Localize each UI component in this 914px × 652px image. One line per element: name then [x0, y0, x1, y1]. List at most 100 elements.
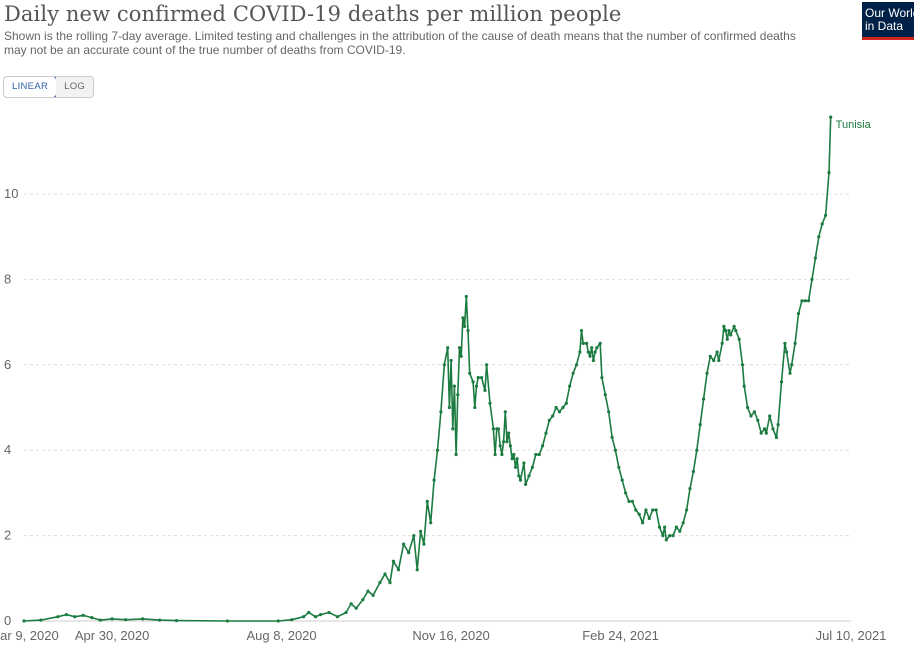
data-point: [471, 380, 475, 384]
data-point: [651, 508, 655, 512]
data-point: [742, 384, 746, 388]
data-point: [544, 431, 548, 435]
data-point: [764, 431, 768, 435]
data-point: [627, 499, 631, 503]
data-point: [361, 598, 365, 602]
series-label-tunisia[interactable]: Tunisia: [836, 119, 872, 131]
log-scale-button[interactable]: LOG: [56, 77, 94, 97]
x-tick-label: Nov 16, 2020: [412, 628, 489, 643]
data-point: [729, 333, 733, 337]
data-point: [820, 222, 824, 226]
data-point: [674, 525, 679, 529]
data-point: [783, 341, 787, 345]
data-point: [737, 337, 741, 341]
x-tick-label: Mar 9, 2020: [0, 628, 59, 643]
data-point: [557, 410, 562, 414]
data-point: [64, 613, 68, 617]
data-point: [124, 618, 128, 622]
data-point: [647, 516, 651, 521]
data-point: [429, 521, 433, 525]
data-point: [579, 329, 584, 333]
data-point: [439, 410, 443, 414]
data-point: [81, 613, 85, 618]
y-tick-label: 10: [4, 186, 18, 201]
data-point: [517, 474, 521, 478]
data-point: [518, 478, 523, 482]
data-point: [630, 499, 635, 503]
data-point: [530, 465, 535, 469]
data-point: [610, 435, 614, 439]
data-point: [366, 589, 370, 593]
y-tick-label: 2: [4, 528, 11, 543]
data-point: [524, 482, 528, 486]
data-point: [756, 418, 760, 422]
data-point: [644, 508, 648, 512]
data-point: [174, 619, 179, 623]
data-point: [688, 487, 692, 491]
data-point: [464, 294, 468, 299]
data-point: [500, 452, 504, 457]
data-point: [463, 324, 467, 328]
data-point: [508, 444, 512, 448]
x-tick-label: Aug 8, 2020: [247, 628, 317, 643]
data-point: [302, 615, 306, 619]
data-point: [225, 619, 229, 623]
data-point: [502, 440, 506, 444]
data-point: [537, 452, 541, 457]
data-point: [574, 363, 579, 367]
data-point: [459, 354, 463, 358]
data-point: [276, 619, 280, 623]
data-point: [290, 618, 294, 622]
data-point: [446, 346, 450, 350]
data-point: [678, 529, 682, 533]
data-point: [541, 444, 545, 448]
data-point: [668, 534, 672, 538]
data-point: [510, 457, 514, 461]
chart-subtitle: Shown is the rolling 7-day average. Limi…: [4, 29, 796, 57]
data-point: [442, 363, 446, 367]
logo-line-1: Our World: [865, 6, 914, 20]
data-point: [785, 350, 789, 354]
y-tick-label: 0: [4, 613, 11, 628]
data-point: [513, 465, 518, 469]
data-point: [586, 350, 590, 354]
data-point: [158, 618, 162, 622]
data-point: [110, 617, 114, 621]
data-point: [593, 350, 597, 354]
data-point: [515, 457, 519, 461]
data-point: [664, 538, 668, 542]
data-point: [827, 171, 831, 175]
data-point: [620, 478, 624, 482]
data-point: [388, 581, 392, 585]
data-point: [725, 337, 729, 341]
data-point: [705, 371, 709, 375]
data-point: [790, 363, 794, 367]
data-point: [39, 618, 43, 622]
owid-logo[interactable]: Our World in Data: [862, 2, 914, 40]
y-tick-label: 6: [4, 357, 11, 372]
data-point: [474, 384, 479, 388]
data-point: [578, 350, 582, 354]
data-point: [507, 431, 511, 435]
data-point: [740, 363, 745, 367]
data-point: [779, 380, 784, 384]
data-point: [452, 384, 456, 388]
series-line-tunisia: [23, 117, 832, 622]
data-point: [712, 358, 716, 363]
data-point: [585, 341, 589, 345]
data-point: [396, 568, 401, 572]
data-point: [473, 405, 477, 410]
data-point: [534, 452, 538, 457]
data-point: [637, 512, 641, 516]
data-point: [391, 559, 395, 563]
data-point: [695, 448, 699, 452]
data-point: [641, 521, 645, 525]
data-point: [307, 610, 311, 615]
data-point: [564, 401, 568, 405]
data-point: [485, 363, 489, 367]
data-point: [607, 410, 611, 414]
data-point: [796, 312, 801, 316]
data-point: [657, 525, 662, 529]
data-point: [824, 213, 828, 217]
data-point: [752, 410, 757, 414]
